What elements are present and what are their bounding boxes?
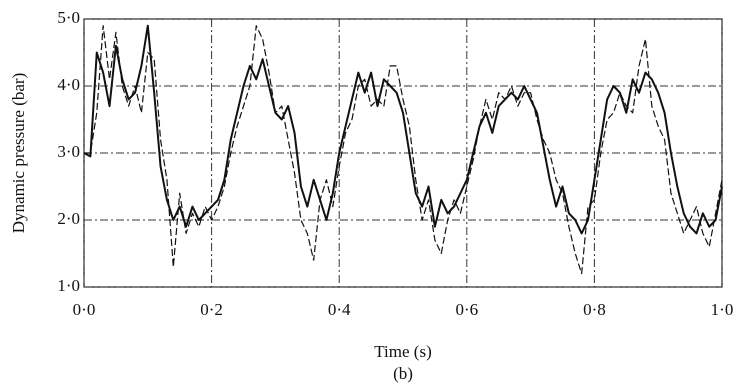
x-tick-label: 0·0	[73, 300, 96, 319]
x-tick-label: 0·4	[328, 300, 351, 319]
x-tick-label: 0·6	[455, 300, 478, 319]
y-tick-label: 4·0	[57, 75, 80, 94]
x-tick-label: 1·0	[711, 300, 734, 319]
y-tick-label: 1·0	[57, 276, 80, 295]
data-line	[84, 25, 723, 275]
x-tick-label: 0·2	[200, 300, 223, 319]
y-tick-label: 3·0	[57, 142, 80, 161]
caption: (b)	[393, 364, 413, 383]
y-tick-label: 5·0	[57, 8, 80, 27]
plot-frame	[83, 18, 723, 288]
x-axis-label: Time (s)	[374, 342, 431, 361]
y-axis-label: Dynamic pressure (bar)	[9, 73, 28, 234]
x-tick-label: 0·8	[583, 300, 606, 319]
data-line	[83, 24, 723, 235]
y-tick-label: 2·0	[57, 209, 80, 228]
